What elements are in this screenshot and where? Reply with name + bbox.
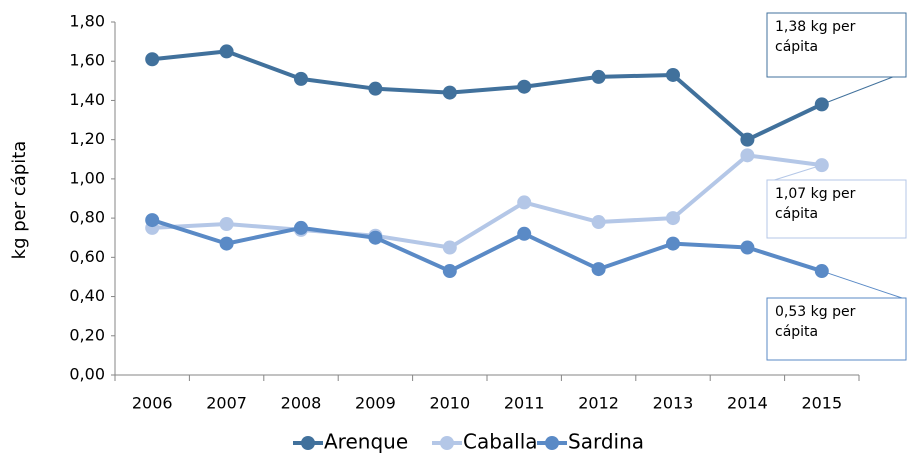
callout-leader: [767, 164, 822, 183]
data-point: [591, 262, 606, 277]
data-point: [442, 85, 457, 100]
data-point: [666, 236, 680, 251]
callout: 0,53 kg per cápita: [775, 304, 856, 340]
y-tick-label: 0,60: [69, 247, 105, 266]
y-tick-label: 0,00: [69, 365, 105, 384]
x-tick-label: 2010: [429, 394, 470, 413]
x-tick-label: 2012: [578, 394, 619, 413]
x-tick-label: 2011: [504, 394, 545, 413]
data-point: [145, 213, 160, 228]
legend-label: Caballa: [463, 430, 538, 454]
x-tick-label: 2014: [727, 394, 768, 413]
y-axis-label: kg per cápita: [9, 141, 30, 260]
y-tick-label: 1,00: [69, 168, 105, 187]
data-point: [666, 67, 680, 82]
annotation: 1,07 kg per cápita: [775, 186, 856, 222]
x-tick-label: 2013: [653, 394, 694, 413]
data-point: [517, 79, 532, 94]
data-point: [517, 195, 532, 210]
data-point: [740, 148, 755, 163]
y-tick-label: 1,20: [69, 129, 105, 148]
annotation: 0,53 kg per cápita: [775, 304, 856, 340]
x-tick-label: 2007: [206, 394, 247, 413]
data-point: [294, 220, 308, 235]
data-point: [591, 215, 606, 230]
callout-leader: [821, 270, 903, 299]
y-tick-label: 1,60: [69, 51, 105, 70]
data-point: [442, 264, 457, 279]
x-tick-label: 2008: [281, 394, 322, 413]
x-tick-label: 2006: [132, 394, 173, 413]
y-tick-label: 1,40: [69, 90, 105, 109]
y-tick-label: 0,80: [69, 208, 105, 227]
series-line: [151, 218, 823, 274]
y-tick-label: 1,80: [69, 12, 105, 31]
data-point: [591, 69, 606, 84]
data-point: [368, 81, 383, 96]
data-point: [219, 44, 234, 59]
callout-box: [766, 12, 907, 78]
x-tick-label: 2009: [355, 394, 396, 413]
y-tick-label: 0,40: [69, 286, 105, 305]
data-point: [368, 230, 383, 245]
data-point: [294, 71, 308, 86]
legend-marker: [545, 436, 559, 450]
callout-box: [766, 179, 907, 239]
series-line: [152, 153, 823, 250]
x-tick-label: 2015: [801, 394, 842, 413]
data-point: [666, 211, 680, 226]
callout: 1,38 kg per cápita: [775, 19, 856, 55]
callout-box: [766, 297, 907, 361]
data-point: [219, 236, 234, 251]
data-point: [517, 226, 532, 241]
callout-leader: [821, 74, 899, 105]
data-point: [219, 216, 234, 231]
data-point: [740, 132, 755, 147]
data-point: [442, 240, 457, 255]
series-line: [151, 49, 823, 142]
legend-marker: [440, 436, 454, 450]
annotation: 1,38 kg per cápita: [775, 19, 856, 55]
legend-label: Sardina: [568, 430, 644, 454]
callout: 1,07 kg per cápita: [775, 186, 856, 222]
data-point: [145, 52, 160, 67]
y-tick-label: 0,20: [69, 325, 105, 344]
legend-marker: [301, 436, 315, 450]
data-point: [740, 240, 755, 255]
legend-label: Arenque: [324, 430, 408, 454]
